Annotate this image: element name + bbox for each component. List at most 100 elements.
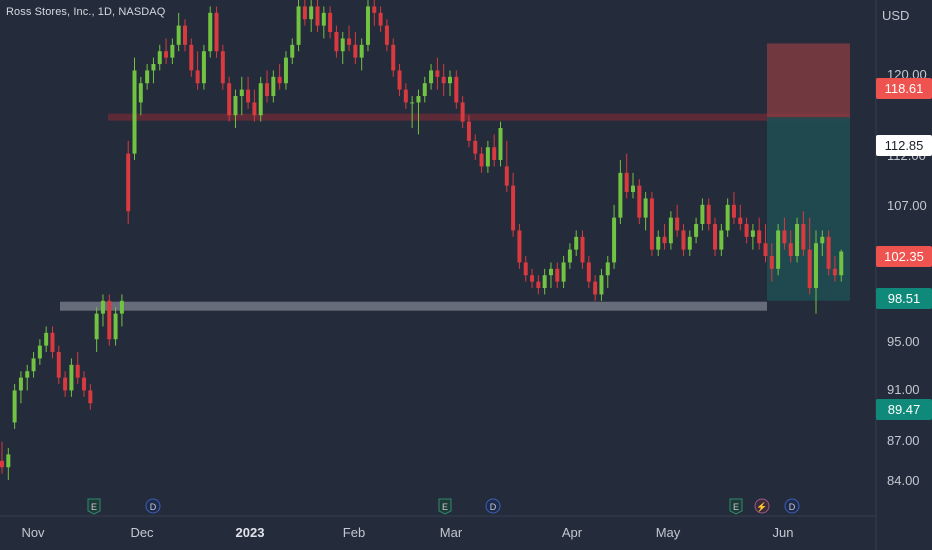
earnings-marker[interactable]: E [87, 498, 101, 515]
event-marker-label: D [150, 502, 157, 512]
candle-down [763, 243, 768, 257]
candle-down [788, 243, 793, 257]
candle-up [25, 371, 30, 378]
dividend-marker[interactable]: D [145, 498, 161, 514]
candle-up [271, 76, 276, 97]
candle-up [94, 313, 99, 340]
candle-down [586, 262, 591, 282]
candle-up [69, 364, 74, 391]
candle-down [517, 230, 522, 263]
event-marker-label: D [789, 502, 796, 512]
candle-down [372, 6, 377, 13]
price-tick-label[interactable]: 87.00 [887, 433, 920, 448]
events-layer[interactable]: E D E D E ⚡ D [87, 498, 800, 515]
candle-down [126, 153, 131, 212]
time-tick-label[interactable]: Jun [773, 525, 794, 540]
candle-down [593, 281, 598, 295]
price-tick-label[interactable]: 91.00 [887, 382, 920, 397]
time-axis[interactable]: Nov Dec 2023 Feb Mar Apr May Jun [21, 525, 793, 540]
candle-down [744, 224, 749, 237]
candle-up [548, 268, 553, 276]
candle-down [801, 224, 806, 250]
candle-up [643, 198, 648, 218]
candle-up [31, 358, 36, 372]
chart-title: Ross Stores, Inc., 1D, NASDAQ [6, 6, 166, 18]
candle-up [18, 377, 23, 391]
candle-down [681, 230, 686, 250]
earnings-icon [729, 498, 743, 515]
candle-down [277, 76, 282, 84]
candle-down [334, 32, 339, 52]
candle-up [309, 6, 314, 20]
candle-down [214, 12, 219, 52]
candle-up [631, 185, 635, 193]
candle-up [605, 262, 610, 276]
candle-down [624, 172, 629, 193]
candle-down [189, 44, 194, 71]
candle-down [580, 236, 585, 263]
time-tick-label[interactable]: Mar [440, 525, 463, 540]
candle-down [63, 377, 68, 391]
time-tick-label[interactable]: Feb [343, 525, 365, 540]
price-tick-label[interactable]: 95.00 [887, 334, 920, 349]
candle-down [757, 230, 762, 244]
time-tick-label[interactable]: Apr [562, 525, 583, 540]
candle-up [618, 172, 623, 218]
candle-up [668, 217, 673, 244]
candle-up [839, 251, 844, 276]
candle-down [454, 76, 459, 103]
price-tag: 102.35 [876, 246, 932, 267]
levels-layer [60, 113, 850, 311]
candle-up [700, 204, 705, 225]
candle-down [220, 51, 225, 84]
price-tag: 112.85 [876, 135, 932, 156]
price-tag-label: 118.61 [885, 81, 924, 96]
price-tick-label[interactable]: 84.00 [887, 473, 920, 488]
candle-up [599, 275, 604, 295]
earnings-marker[interactable]: E [729, 498, 743, 515]
candle-up [612, 217, 617, 263]
candle-down [731, 204, 736, 218]
candle-up [365, 6, 370, 45]
candle-down [50, 332, 55, 353]
candle-down [649, 198, 654, 250]
candle-down [504, 166, 509, 186]
time-tick-label[interactable]: Dec [130, 525, 154, 540]
event-marker-label: E [733, 502, 739, 512]
candle-up [37, 345, 42, 359]
candle-down [246, 89, 251, 103]
candle-up [6, 454, 11, 468]
candle-up [750, 230, 755, 237]
candle-up [132, 70, 137, 154]
candle-up [542, 275, 547, 289]
candle-up [44, 332, 49, 346]
candle-down [479, 153, 484, 167]
split-marker[interactable]: ⚡ [754, 498, 770, 514]
candle-down [0, 460, 4, 468]
candle-down [403, 89, 408, 103]
time-tick-label[interactable]: May [656, 525, 681, 540]
candle-up [151, 64, 156, 71]
candle-up [145, 70, 150, 84]
candle-up [157, 51, 162, 65]
candle-up [485, 147, 490, 167]
time-tick-label[interactable]: Nov [21, 525, 45, 540]
candle-down [492, 147, 497, 161]
candle-up [725, 204, 730, 231]
candle-down [195, 70, 200, 84]
candle-down [807, 249, 812, 289]
dividend-marker[interactable]: D [485, 498, 501, 514]
time-tick-label[interactable]: 2023 [236, 525, 265, 540]
candle-down [384, 25, 389, 45]
candle-down [347, 38, 352, 45]
dividend-marker[interactable]: D [784, 498, 800, 514]
stop-loss-zone[interactable] [767, 43, 850, 118]
candle-up [656, 236, 661, 250]
candle-down [769, 256, 774, 269]
earnings-marker[interactable]: E [438, 498, 452, 515]
candle-up [170, 44, 175, 58]
candle-down [315, 6, 320, 26]
price-tag-label: 102.35 [884, 249, 924, 264]
price-tick-label[interactable]: 107.00 [887, 198, 927, 213]
